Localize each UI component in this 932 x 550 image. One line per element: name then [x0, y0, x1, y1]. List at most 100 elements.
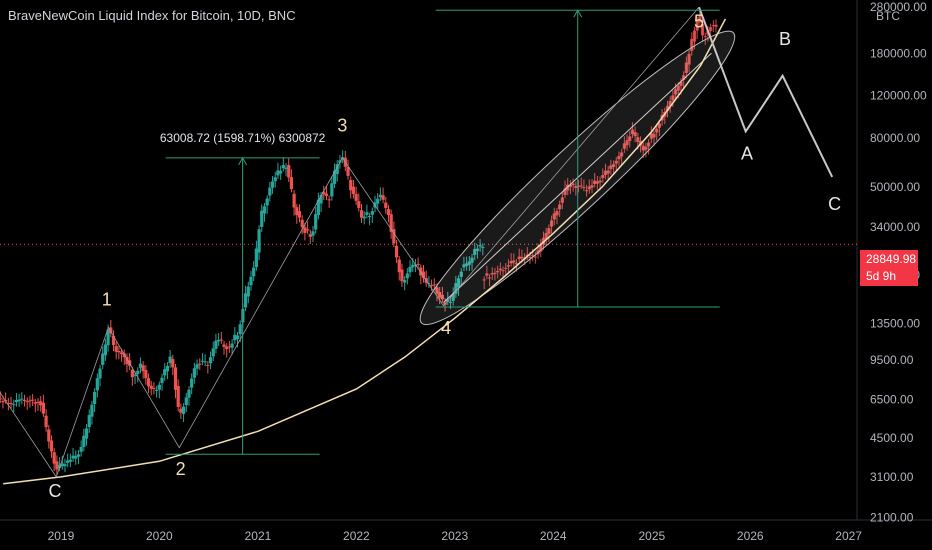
candle [430, 279, 434, 291]
candle [20, 392, 24, 405]
projected-candle [655, 125, 659, 141]
candle [36, 397, 40, 411]
measure-tool-1: 63008.72 (1598.71%) 6300872 [160, 131, 326, 455]
candle [79, 440, 83, 457]
candle-body [405, 273, 409, 279]
candle-body [66, 460, 70, 463]
candle [192, 362, 196, 384]
candle-body [389, 214, 393, 232]
candle [303, 223, 307, 241]
candle-body [384, 202, 388, 208]
candle-body [579, 185, 583, 187]
candle-body [606, 170, 610, 174]
candle-body [265, 198, 269, 206]
candle-body [39, 401, 43, 406]
candle-body [544, 232, 548, 240]
candle [60, 455, 64, 470]
candle-body [246, 286, 250, 297]
candle-body [14, 399, 19, 403]
candle [265, 195, 269, 214]
projected-candle [652, 130, 656, 146]
candle [273, 171, 277, 188]
candle-body [633, 132, 637, 137]
projected-candle [625, 134, 629, 151]
candle [354, 186, 358, 205]
candle [98, 364, 102, 387]
candle [456, 275, 461, 296]
projected-candle [711, 20, 715, 33]
candle [243, 285, 248, 312]
candle [467, 256, 471, 272]
projected-candle [576, 179, 581, 193]
projected-candle [512, 253, 516, 267]
candle-body [432, 284, 436, 286]
price-axis[interactable]: 280000.00 180000.00 120000.00 80000.00 50000… [870, 0, 927, 524]
candle-body [512, 260, 516, 263]
candle [392, 221, 396, 248]
candle [184, 392, 188, 413]
candle-body [130, 369, 134, 378]
projected-candle [506, 259, 511, 273]
candle [103, 338, 108, 361]
candle-body [644, 146, 648, 150]
candle [462, 256, 466, 272]
candle-body [611, 164, 616, 167]
candle [332, 163, 337, 188]
candle [300, 215, 304, 235]
candle-body [171, 359, 175, 368]
time-axis[interactable]: 2019 2020 2021 2022 2023 2024 2025 2026 2027 [48, 529, 863, 543]
candle-body [243, 293, 248, 308]
candle [260, 204, 264, 232]
candle-body [381, 195, 385, 200]
candle [171, 355, 175, 376]
projected-candle [649, 126, 653, 143]
candle-body [79, 446, 83, 452]
candle [279, 165, 283, 180]
wave-label-b: B [779, 29, 791, 49]
projected-candle [684, 56, 688, 79]
candle-body [31, 399, 35, 401]
candles [0, 150, 485, 475]
current-price-value: 28849.98 [866, 252, 917, 266]
candle-body [160, 377, 164, 384]
candle [179, 403, 183, 419]
candle-body [157, 384, 161, 390]
candle [119, 348, 124, 362]
candle-body [173, 367, 178, 390]
candle-body [378, 194, 382, 198]
candle-body [6, 403, 10, 405]
candle-body [517, 256, 521, 260]
candle [22, 394, 27, 407]
candle-body [20, 398, 24, 400]
candle [217, 332, 221, 346]
candle-body [459, 271, 463, 277]
price-tick-label: 50000.00 [870, 180, 920, 194]
candle-body [555, 210, 559, 216]
candle-body [625, 140, 629, 146]
candle-body [684, 62, 688, 73]
candle-body [222, 344, 226, 347]
bar-countdown: 5d 9h [866, 269, 897, 283]
candle-body [168, 356, 172, 363]
candle [208, 351, 213, 370]
projected-candle [487, 274, 492, 287]
candle-body [467, 261, 471, 265]
candle [195, 359, 199, 376]
drawings: 63008.72 (1598.71%) 6300872 250520.81 (16… [0, 6, 834, 485]
projected-candle [700, 18, 705, 42]
candle [359, 204, 364, 223]
candle-body [695, 20, 699, 31]
wave-label-c: C [828, 194, 841, 214]
candle-body [211, 348, 215, 357]
candle [157, 381, 161, 399]
projection-candles [482, 9, 718, 290]
projected-candle [571, 178, 575, 192]
candle-body [478, 245, 482, 247]
candle [93, 388, 97, 413]
candle [211, 341, 215, 362]
candle-body [487, 277, 492, 279]
candle-body [254, 248, 258, 268]
candle [31, 394, 35, 406]
measure-arrow [573, 9, 583, 18]
